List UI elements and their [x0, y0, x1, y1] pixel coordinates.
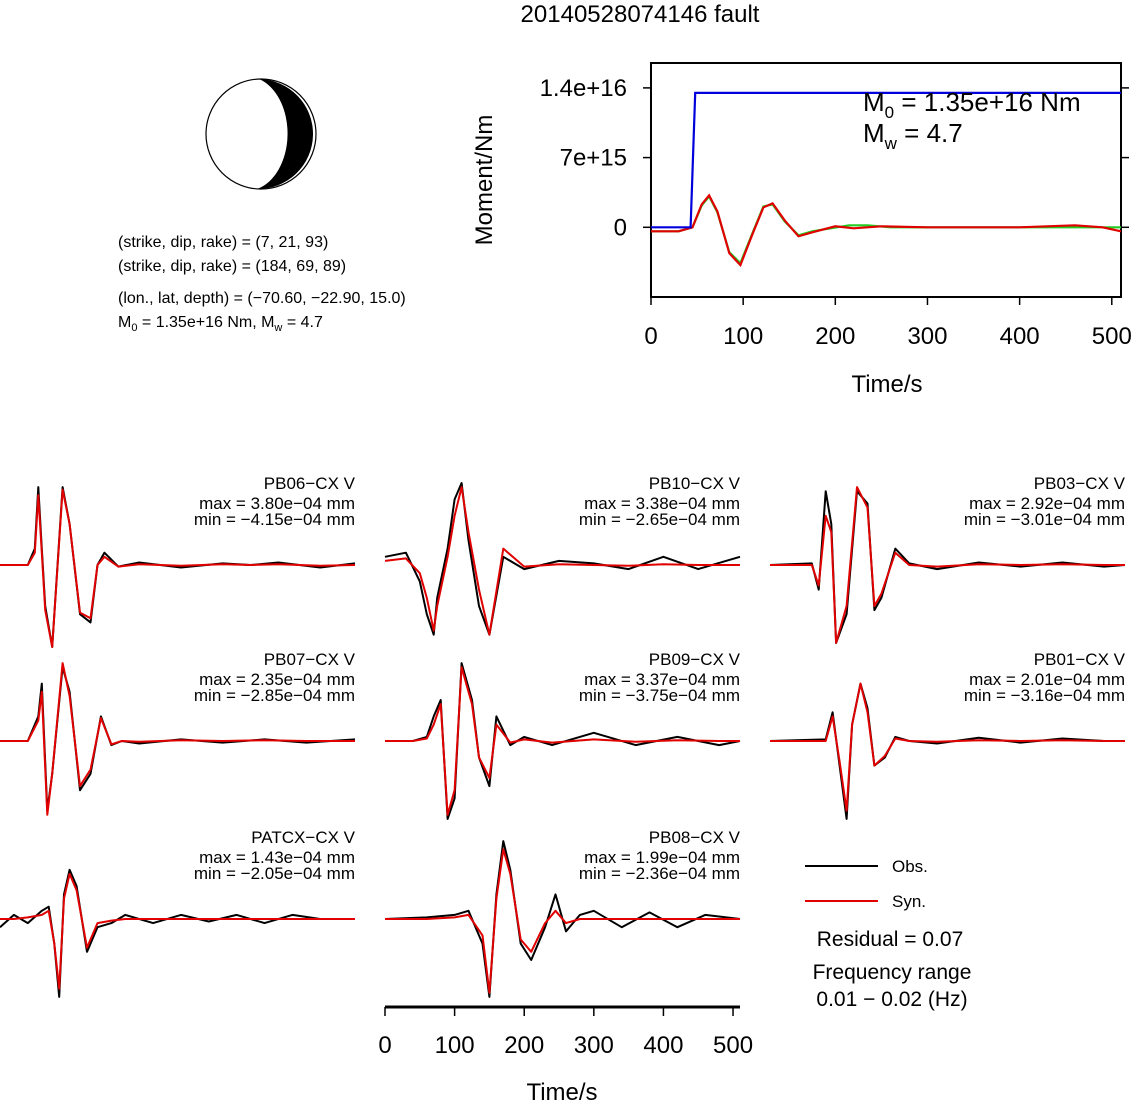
station-name: PB10−CX V [649, 474, 741, 493]
waveform-x-tick-label: 0 [378, 1032, 391, 1059]
frequency-range-title: Frequency range [813, 961, 972, 984]
station-min: min = −2.65e−04 mm [579, 510, 740, 529]
station-min: min = −3.16e−04 mm [964, 686, 1125, 705]
station-name: PB08−CX V [649, 828, 741, 847]
station-name: PB09−CX V [649, 650, 741, 669]
legend-observed-label: Obs. [892, 857, 928, 876]
beachball-compression-area [257, 79, 314, 190]
station-min: min = −2.05e−04 mm [194, 864, 355, 883]
waveform-x-tick-label: 400 [643, 1032, 683, 1059]
moment-x-tick-label: 100 [723, 323, 763, 350]
station-max: max = 2.35e−04 mm [199, 670, 355, 689]
synthetic-waveform [0, 662, 355, 816]
nodal-plane-1: (strike, dip, rake) = (7, 21, 93) [118, 234, 328, 251]
station-min: min = −2.85e−04 mm [194, 686, 355, 705]
beachball [205, 78, 317, 190]
observed-waveform [384, 482, 741, 636]
moment-annotation-mw: Mw = 4.7 [863, 118, 963, 153]
station-min: min = −2.36e−04 mm [579, 864, 740, 883]
waveform-x-tick-label: 500 [713, 1032, 753, 1059]
synthetic-waveform [385, 666, 740, 816]
moment-x-tick-label: 200 [815, 323, 855, 350]
synthetic-waveform [770, 682, 1125, 812]
synthetic-waveform [385, 848, 740, 994]
station-max: max = 3.80e−04 mm [199, 494, 355, 513]
moment-function-chart: 0 100 200 300 400 500 0 7e+15 1.4e+16 M0 = 1.35e… [471, 62, 1132, 398]
observed-waveform [385, 662, 741, 820]
station-max: max = 1.43e−04 mm [199, 848, 355, 867]
frequency-range-value: 0.01 − 0.02 (Hz) [816, 988, 967, 1011]
moment-y-tick-label: 1.4e+16 [540, 75, 627, 102]
observed-waveform [769, 490, 1126, 644]
moment-y-axis-label: Moment/Nm [471, 115, 498, 246]
station-name: PB01−CX V [1034, 650, 1126, 669]
moment-x-tick-label: 0 [644, 323, 657, 350]
station-name: PATCX−CX V [251, 828, 355, 847]
station-max: max = 2.01e−04 mm [969, 670, 1125, 689]
moment-plot-frame [650, 62, 1122, 298]
moment-x-axis-label: Time/s [851, 371, 922, 398]
station-max: max = 3.37e−04 mm [584, 670, 740, 689]
waveform-x-tick-label: 100 [435, 1032, 475, 1059]
moment-axis-ticks: 0 100 200 300 400 500 0 7e+15 1.4e+16 [540, 75, 1132, 350]
moment-series-line-0 [651, 91, 1121, 229]
hypocenter-location: (lon., lat, depth) = (−70.60, −22.90, 15… [118, 290, 406, 307]
waveform-time-axis: 0 100 200 300 400 500 [378, 1005, 753, 1059]
waveform-legend: Obs. Syn. [805, 857, 928, 911]
station-max: max = 2.92e−04 mm [969, 494, 1125, 513]
waveform-x-tick-label: 300 [574, 1032, 614, 1059]
waveform-x-tick-label: 200 [504, 1032, 544, 1059]
moment-y-tick-label: 7e+15 [560, 145, 627, 172]
nodal-plane-2: (strike, dip, rake) = (184, 69, 89) [118, 258, 346, 275]
observed-waveform [0, 666, 356, 812]
waveform-x-axis-label: Time/s [526, 1079, 597, 1103]
synthetic-waveform [0, 488, 356, 648]
moment-series-group [651, 91, 1122, 268]
moment-x-tick-label: 400 [1000, 323, 1040, 350]
station-min: min = −3.75e−04 mm [579, 686, 740, 705]
station-min: min = −4.15e−04 mm [194, 510, 355, 529]
moment-series-line-2 [651, 193, 1122, 268]
legend-synthetic-label: Syn. [892, 892, 926, 911]
synthetic-waveform [0, 872, 355, 990]
synthetic-waveform [770, 486, 1125, 644]
station-name: PB03−CX V [1034, 474, 1126, 493]
station-max: max = 1.99e−04 mm [584, 848, 740, 867]
moment-summary: M0 = 1.35e+16 Nm, Mw = 4.7 [118, 314, 323, 334]
station-min: min = −3.01e−04 mm [964, 510, 1125, 529]
station-max: max = 3.38e−04 mm [584, 494, 740, 513]
moment-x-tick-label: 300 [907, 323, 947, 350]
moment-annotation-m0: M0 = 1.35e+16 Nm [863, 87, 1081, 122]
station-name: PB07−CX V [264, 650, 356, 669]
synthetic-waveform [384, 486, 740, 636]
moment-x-tick-label: 500 [1092, 323, 1132, 350]
residual-value: Residual = 0.07 [817, 928, 964, 951]
figure-title: 20140528074146 fault [521, 1, 760, 28]
station-name: PB06−CX V [264, 474, 356, 493]
moment-y-tick-label: 0 [614, 214, 627, 241]
